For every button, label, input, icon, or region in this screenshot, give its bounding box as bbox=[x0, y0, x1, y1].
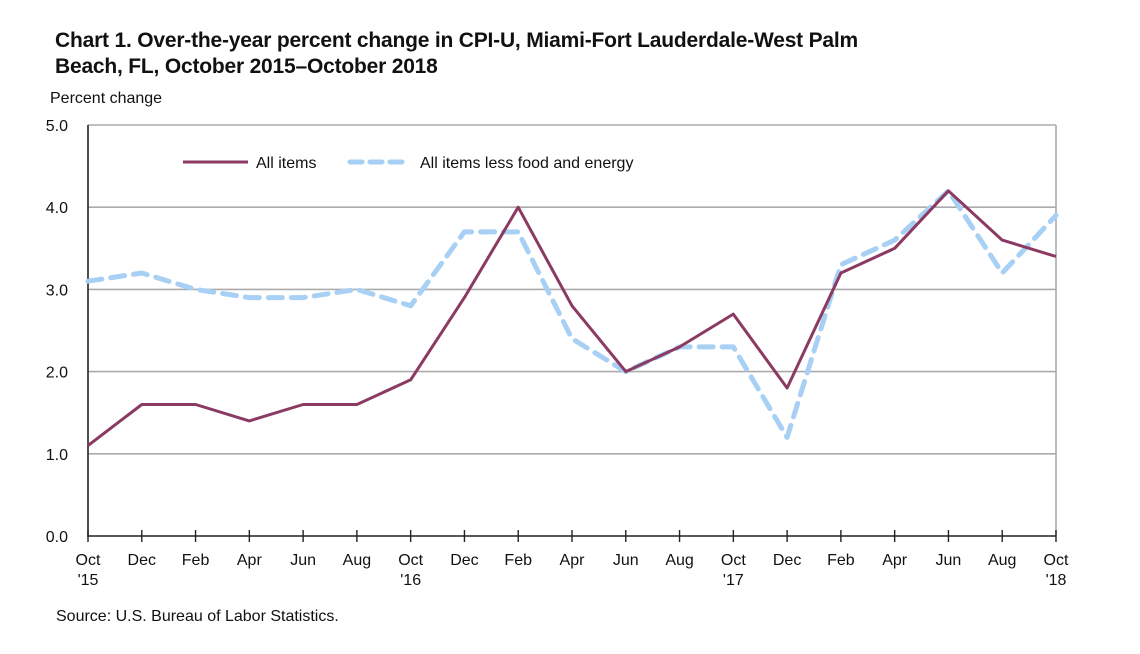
x-tick-label: Feb bbox=[182, 552, 210, 569]
y-tick-label: 1.0 bbox=[46, 447, 68, 464]
x-tick-label: Oct bbox=[1044, 552, 1069, 569]
series-line-all-items-less-food-energy bbox=[85, 188, 1059, 440]
y-tick-label: 3.0 bbox=[46, 282, 68, 299]
x-tick-label: Apr bbox=[882, 552, 908, 569]
x-tick-year-label: '17 bbox=[723, 572, 744, 589]
x-tick-label: Jun bbox=[613, 552, 639, 569]
y-axis-label: Percent change bbox=[50, 90, 163, 107]
legend-label-core: All items less food and energy bbox=[420, 155, 633, 172]
x-tick-label: Aug bbox=[343, 552, 371, 569]
x-tick-label: Jun bbox=[290, 552, 316, 569]
y-tick-label: 5.0 bbox=[46, 118, 68, 135]
chart-title-line-1: Chart 1. Over-the-year percent change in… bbox=[55, 29, 859, 52]
x-tick-label: Aug bbox=[988, 552, 1016, 569]
source-note: Source: U.S. Bureau of Labor Statistics. bbox=[56, 608, 339, 625]
x-tick-label: Oct bbox=[76, 552, 101, 569]
x-tick-label: Feb bbox=[827, 552, 855, 569]
x-tick-label: Jun bbox=[936, 552, 962, 569]
gridlines bbox=[88, 124, 1056, 455]
x-tick-label: Apr bbox=[237, 552, 263, 569]
x-tick-label: Dec bbox=[128, 552, 156, 569]
x-tick-year-label: '16 bbox=[400, 572, 421, 589]
y-tick-label: 4.0 bbox=[46, 200, 68, 217]
y-axis-ticks: 0.0 1.0 2.0 3.0 4.0 5.0 bbox=[46, 118, 68, 546]
x-tick-year-label: '18 bbox=[1046, 572, 1067, 589]
x-axis-ticks: Oct '15 Dec Feb Apr Jun Aug Oct '16 Dec Feb Apr Jun A… bbox=[76, 530, 1069, 589]
plot-frame bbox=[87, 125, 1057, 537]
x-tick-label: Feb bbox=[504, 552, 532, 569]
series-line-all-items bbox=[87, 189, 1057, 447]
legend: All items All items less food and energy bbox=[183, 155, 633, 172]
chart-title: Chart 1. Over-the-year percent change in… bbox=[55, 28, 858, 80]
series-lines bbox=[85, 188, 1059, 447]
x-tick-label: Apr bbox=[560, 552, 586, 569]
x-tick-label: Aug bbox=[665, 552, 693, 569]
x-tick-label: Dec bbox=[450, 552, 478, 569]
x-tick-year-label: '15 bbox=[78, 572, 99, 589]
chart-title-line-2: Beach, FL, October 2015–October 2018 bbox=[55, 55, 438, 78]
y-tick-label: 2.0 bbox=[46, 365, 68, 382]
y-tick-label: 0.0 bbox=[46, 529, 68, 546]
legend-label-all-items: All items bbox=[256, 155, 316, 172]
x-tick-label: Oct bbox=[721, 552, 746, 569]
x-tick-label: Oct bbox=[398, 552, 423, 569]
x-tick-label: Dec bbox=[773, 552, 801, 569]
